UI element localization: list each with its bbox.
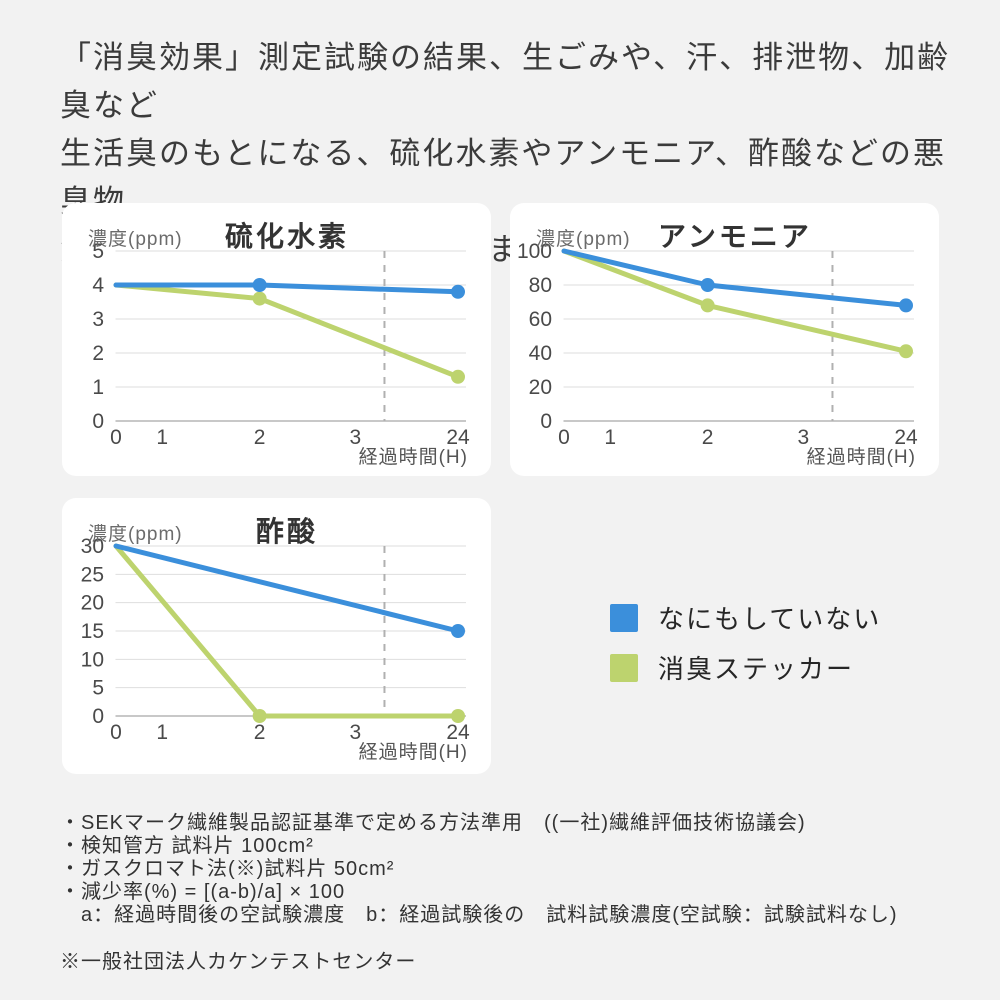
chart-card-ammonia: 0 20 40 60 80 100 0 1 2 3 24 経過時間(H) 濃度(ppm) アンモニア — [510, 203, 939, 476]
svg-text:5: 5 — [92, 240, 104, 263]
svg-text:5: 5 — [92, 677, 104, 700]
svg-text:20: 20 — [529, 376, 552, 399]
legend-swatch-green — [610, 653, 638, 682]
svg-text:30: 30 — [81, 535, 104, 558]
svg-text:24: 24 — [446, 426, 470, 449]
svg-text:40: 40 — [529, 342, 552, 365]
svg-text:0: 0 — [110, 721, 122, 744]
svg-text:0: 0 — [540, 410, 552, 433]
legend-item-untreated: なにもしていない — [610, 603, 881, 634]
svg-text:15: 15 — [81, 620, 104, 643]
svg-text:1: 1 — [92, 376, 104, 399]
svg-text:1: 1 — [604, 426, 616, 449]
legend-item-deodorant-sticker: 消臭ステッカー — [610, 653, 881, 684]
svg-text:10: 10 — [81, 648, 104, 671]
svg-text:3: 3 — [350, 721, 362, 744]
footnotes: ・SEKマーク繊維製品認証基準で定める方法準用 ((一社)繊維評価技術協議会) … — [60, 812, 980, 974]
chart-title-hydrogen-sulfide: 硫化水素 — [224, 221, 349, 252]
svg-text:0: 0 — [558, 426, 570, 449]
footnote-line: a：経過時間後の空試験濃度 b：経過試験後の 試料試験濃度(空試験：試験試料なし… — [60, 904, 898, 926]
legend-swatch-blue — [610, 603, 638, 632]
intro-line-1: 「消臭効果」測定試験の結果、生ごみや、汗、排泄物、加齢臭など — [60, 40, 951, 123]
footnote-line: ・検知管方 試料片 100cm² — [60, 835, 314, 857]
svg-text:2: 2 — [254, 426, 266, 449]
svg-text:3: 3 — [92, 308, 104, 331]
svg-text:0: 0 — [92, 705, 104, 728]
svg-text:3: 3 — [798, 426, 810, 449]
legend-label-deodorant-sticker: 消臭ステッカー — [658, 654, 855, 684]
svg-text:0: 0 — [92, 410, 104, 433]
footnote-line: ・ガスクロマト法(※)試料片 50cm² — [60, 858, 395, 880]
svg-text:経過時間(H): 経過時間(H) — [359, 741, 468, 763]
svg-text:20: 20 — [81, 592, 104, 615]
legend: なにもしていない 消臭ステッカー — [610, 603, 881, 703]
svg-text:2: 2 — [92, 342, 104, 365]
chart-title-ammonia: アンモニア — [658, 221, 812, 252]
svg-text:24: 24 — [894, 426, 918, 449]
svg-text:80: 80 — [529, 274, 552, 297]
footnote-line: ・減少率(%) = [(a-b)/a] × 100 — [60, 881, 346, 903]
svg-text:25: 25 — [81, 563, 104, 586]
svg-text:1: 1 — [156, 426, 168, 449]
footnote-line: ・SEKマーク繊維製品認証基準で定める方法準用 ((一社)繊維評価技術協議会) — [60, 812, 806, 834]
svg-text:4: 4 — [92, 274, 104, 297]
svg-text:0: 0 — [110, 426, 122, 449]
chart-card-hydrogen-sulfide: 0 1 2 3 4 5 0 1 2 3 24 経過時間(H) 濃度(ppm) 硫化水素 — [62, 203, 491, 476]
chart-title-acetic-acid: 酢酸 — [255, 516, 318, 547]
y-axis-label: 濃度(ppm) — [536, 229, 631, 250]
svg-text:2: 2 — [702, 426, 714, 449]
svg-text:1: 1 — [156, 721, 168, 744]
legend-label-untreated: なにもしていない — [658, 604, 882, 634]
y-axis-label: 濃度(ppm) — [88, 524, 183, 545]
svg-text:60: 60 — [529, 308, 552, 331]
svg-text:100: 100 — [517, 240, 552, 263]
y-axis-label: 濃度(ppm) — [88, 229, 183, 250]
svg-text:2: 2 — [254, 721, 266, 744]
svg-text:経過時間(H): 経過時間(H) — [807, 446, 916, 468]
svg-text:3: 3 — [350, 426, 362, 449]
intro-line-2: 生活臭のもとになる、硫化水素やアンモニア、酢酸などの悪臭物 — [60, 136, 947, 219]
svg-text:24: 24 — [446, 721, 470, 744]
certifier-note: ※一般社団法人カケンテストセンター — [60, 951, 417, 973]
svg-text:経過時間(H): 経過時間(H) — [359, 446, 468, 468]
chart-card-acetic-acid: 0 5 10 15 20 25 30 0 1 2 3 24 経過時間(H) 濃度(ppm) 酢酸 — [62, 498, 491, 774]
